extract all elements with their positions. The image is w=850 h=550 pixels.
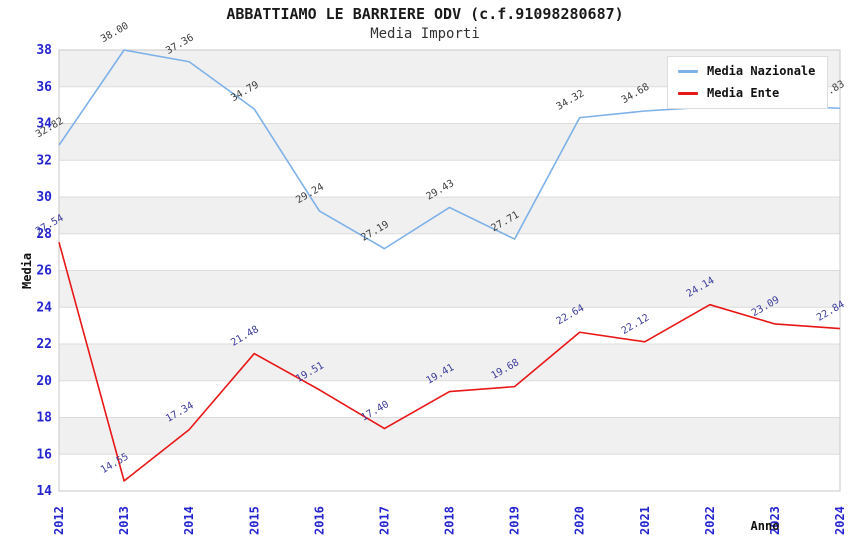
chart-subtitle: Media Importi xyxy=(370,26,480,42)
point-label: 34.32 xyxy=(555,88,587,113)
x-tick-label: 2013 xyxy=(117,506,131,535)
band xyxy=(59,417,840,455)
legend-item-media-ente: Media Ente xyxy=(678,84,815,102)
point-label: 22.12 xyxy=(620,312,652,337)
y-tick-label: 32 xyxy=(36,153,52,168)
y-tick-label: 16 xyxy=(36,447,52,462)
band xyxy=(59,344,840,381)
legend-label-media-nazionale: Media Nazionale xyxy=(707,64,816,78)
legend-item-media-nazionale: Media Nazionale xyxy=(678,62,815,80)
x-axis-title: Anno xyxy=(751,519,780,533)
y-axis-title: Media xyxy=(20,253,34,289)
y-tick-label: 26 xyxy=(36,264,52,279)
band xyxy=(59,123,840,161)
x-tick-label: 2018 xyxy=(443,506,457,535)
x-tick-label: 2023 xyxy=(768,506,782,535)
band xyxy=(59,270,840,308)
chart-title: ABBATTIAMO LE BARRIERE ODV (c.f.91098280… xyxy=(226,5,624,23)
x-tick-label: 2019 xyxy=(508,506,522,535)
legend-line-swatch-icon xyxy=(678,69,698,73)
x-tick-label: 2012 xyxy=(52,506,66,535)
y-tick-label: 28 xyxy=(36,227,52,242)
point-label: 14.55 xyxy=(99,451,131,476)
series-line-1 xyxy=(58,241,841,482)
x-tick-label: 2021 xyxy=(638,506,652,535)
x-tick-label: 2020 xyxy=(573,506,587,535)
x-tick-labels: 2012 2013 2014 2015 2016 2017 2018 2019 2020 2021… xyxy=(52,506,847,535)
x-tick-label: 2022 xyxy=(703,506,717,535)
y-tick-label: 24 xyxy=(36,300,52,315)
y-tick-label: 18 xyxy=(36,411,52,426)
legend: Media Nazionale Media Ente xyxy=(667,56,829,109)
x-tick-label: 2014 xyxy=(182,506,196,535)
point-label: 38.00 xyxy=(99,21,131,46)
legend-line-swatch-icon xyxy=(678,91,698,95)
x-tick-label: 2017 xyxy=(377,506,391,535)
legend-label-media-ente: Media Ente xyxy=(707,86,780,100)
y-tick-label: 22 xyxy=(36,337,52,352)
y-tick-label: 36 xyxy=(36,80,52,95)
plot-border xyxy=(58,49,841,492)
y-tick-label: 20 xyxy=(36,374,52,389)
x-tick-label: 2016 xyxy=(312,506,326,535)
y-tick-label: 14 xyxy=(36,484,52,499)
x-tick-label: 2015 xyxy=(247,506,261,535)
band xyxy=(59,197,840,234)
x-tick-label: 2024 xyxy=(833,506,847,535)
y-tick-label: 38 xyxy=(36,43,52,58)
y-tick-label: 34 xyxy=(36,117,52,132)
y-tick-labels: 14 16 18 20 22 24 26 28 30 32 34 36 38 xyxy=(36,43,52,499)
y-tick-label: 30 xyxy=(36,190,52,205)
plot-bands xyxy=(59,50,840,455)
